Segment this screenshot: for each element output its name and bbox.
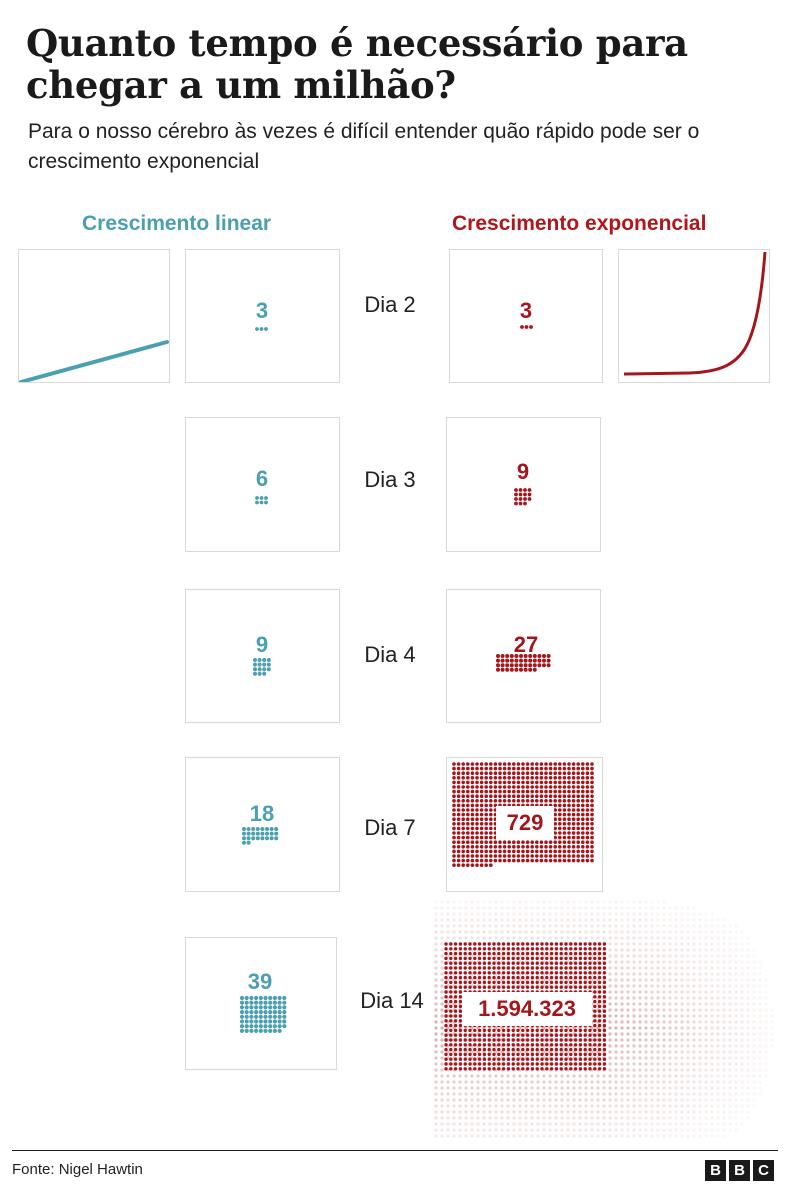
linear-dots-day-7 (242, 827, 279, 845)
exponential-dots-day-3 (514, 488, 532, 506)
linear-heading: Crescimento linear (82, 212, 272, 235)
exponential-box-day-4 (446, 589, 601, 723)
exponential-heading: Crescimento exponencial (452, 212, 707, 235)
linear-box-day-7 (185, 757, 340, 892)
logo-letter: B (729, 1160, 750, 1181)
exponential-count-day-2: 3 (519, 298, 533, 323)
exponential-count-day-7: 729 (496, 806, 554, 840)
linear-dots-day-3 (255, 496, 268, 505)
exponential-dots-day-7 (452, 762, 594, 867)
footer-divider (12, 1150, 778, 1151)
logo-letter: B (705, 1160, 726, 1181)
day-label-3: Dia 3 (364, 467, 416, 492)
linear-curve-icon (19, 340, 169, 384)
linear-count-day-7: 18 (249, 801, 275, 826)
exponential-count-day-4: 27 (513, 632, 539, 657)
linear-box-day-3 (185, 417, 340, 552)
exponential-count-day-14: 1.594.323 (462, 992, 592, 1026)
logo-letter: C (753, 1160, 774, 1181)
exponential-count-day-3: 9 (516, 459, 530, 484)
linear-curve-box (18, 249, 170, 384)
linear-dots-day-14 (239, 995, 287, 1033)
day-label-7: Dia 7 (364, 815, 416, 840)
linear-dots-day-4 (253, 658, 271, 676)
source-credit: Fonte: Nigel Hawtin (12, 1161, 143, 1178)
linear-count-day-4: 9 (255, 632, 269, 657)
day-label-4: Dia 4 (364, 642, 416, 667)
exponential-box-day-2 (449, 249, 603, 383)
linear-count-day-2: 3 (255, 298, 269, 323)
linear-dots-day-2 (255, 327, 268, 331)
linear-count-day-3: 6 (255, 466, 269, 491)
exponential-dots-day-2 (520, 325, 533, 329)
linear-box-day-4 (185, 589, 340, 723)
page-subtitle: Para o nosso cérebro às vezes é difícil … (28, 120, 700, 173)
exponential-curve-box (618, 249, 770, 383)
day-label-14: Dia 14 (360, 988, 424, 1013)
bbc-logo: B B C (705, 1160, 774, 1181)
linear-count-day-14: 39 (247, 969, 273, 994)
linear-box-day-2 (185, 249, 340, 383)
exponential-curve-icon (623, 251, 767, 376)
exponential-box-day-3 (446, 417, 601, 552)
page-title: Quanto tempo é necessário para chegar a … (26, 21, 688, 107)
day-label-2: Dia 2 (364, 292, 416, 317)
exponential-dots-day-4 (496, 654, 551, 672)
